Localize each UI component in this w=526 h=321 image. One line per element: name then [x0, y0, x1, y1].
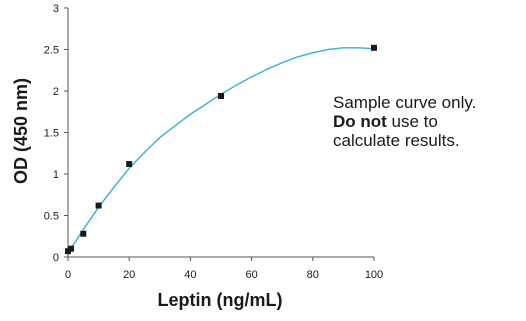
data-point [126, 161, 133, 168]
y-tick-label: 1 [53, 169, 59, 181]
note-line-1: Sample curve only. [333, 93, 477, 112]
note-line-2: Do not use to [333, 112, 523, 131]
x-tick-label: 40 [184, 269, 196, 281]
data-point [218, 92, 224, 99]
data-points [65, 44, 377, 255]
axes [67, 8, 374, 258]
note-line-2-rest: use to [386, 112, 438, 131]
y-tick-label: 0.5 [44, 211, 59, 223]
data-point [95, 202, 102, 209]
y-tick-label: 2 [53, 86, 59, 98]
data-point [371, 44, 377, 51]
y-tick-label: 0 [53, 252, 59, 264]
x-axis-label: Leptin (ng/mL) [158, 290, 283, 310]
data-point [80, 230, 87, 237]
fit-curve-line [67, 47, 375, 252]
x-tick-label: 100 [365, 269, 383, 281]
sample-curve-note: Sample curve only. Do not use to calcula… [333, 93, 523, 150]
note-line-3: calculate results. [333, 131, 460, 150]
note-do-not: Do not [333, 112, 387, 131]
x-tick-label: 20 [123, 269, 135, 281]
ticks: 0 0.5 1 1.5 2 2.5 3 0 20 40 60 80 100 [44, 3, 383, 281]
y-tick-label: 3 [53, 3, 59, 15]
data-point [68, 245, 75, 252]
y-tick-label: 2.5 [44, 45, 59, 57]
x-tick-label: 80 [307, 269, 319, 281]
y-axis-label: OD (450 nm) [11, 78, 31, 184]
x-tick-label: 60 [245, 269, 257, 281]
y-tick-label: 1.5 [44, 128, 59, 140]
data-point [65, 248, 71, 255]
x-tick-label: 0 [65, 269, 71, 281]
